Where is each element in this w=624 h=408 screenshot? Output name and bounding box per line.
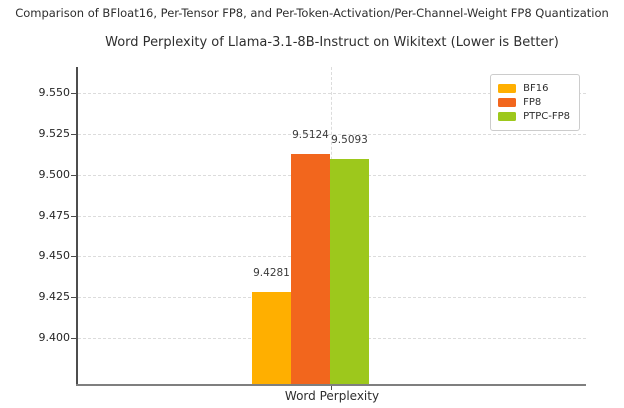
gridline-horizontal — [78, 133, 586, 135]
chart-title: Word Perplexity of Llama-3.1-8B-Instruct… — [105, 35, 559, 50]
legend: BF16 FP8 PTPC-FP8 — [490, 74, 580, 131]
y-tick-label: 9.425 — [38, 290, 71, 304]
y-tick-mark — [71, 256, 77, 258]
figure-suptitle: Comparison of BFloat16, Per-Tensor FP8, … — [15, 6, 609, 20]
bar-fp8 — [291, 154, 330, 384]
legend-swatch-ptpc-fp8 — [498, 112, 517, 121]
x-tick-mark — [331, 386, 332, 390]
legend-item-ptpc-fp8: PTPC-FP8 — [498, 110, 570, 123]
y-tick-mark — [71, 92, 77, 94]
x-axis-label: Word Perplexity — [284, 389, 380, 403]
y-tick-mark — [71, 133, 77, 135]
legend-label: BF16 — [523, 83, 549, 94]
plot-area: 9.4281 9.5124 9.5093 BF16 FP8 PTPC-FP8 — [78, 67, 586, 384]
y-tick-mark — [71, 215, 77, 217]
y-tick-label: 9.550 — [38, 85, 71, 99]
bar-value-label-bf16: 9.4281 — [253, 267, 290, 280]
bar-value-label-fp8: 9.5124 — [292, 129, 329, 142]
y-tick-mark — [71, 338, 77, 340]
legend-swatch-fp8 — [498, 98, 517, 107]
gridline-horizontal — [78, 92, 586, 94]
y-tick-mark — [71, 297, 77, 299]
bar-ptpc-fp8 — [330, 159, 369, 384]
y-tick-label: 9.525 — [38, 126, 71, 140]
y-tick-label: 9.400 — [38, 331, 71, 345]
bar-bf16 — [252, 292, 291, 384]
legend-label: FP8 — [523, 97, 542, 108]
legend-label: PTPC-FP8 — [523, 111, 570, 122]
legend-item-fp8: FP8 — [498, 96, 570, 109]
y-tick-mark — [71, 174, 77, 176]
x-axis-spine — [76, 384, 586, 386]
y-axis-spine — [76, 67, 78, 386]
bar-value-label-ptpc-fp8: 9.5093 — [331, 134, 368, 147]
y-tick-label: 9.450 — [38, 249, 71, 263]
legend-swatch-bf16 — [498, 84, 517, 93]
legend-item-bf16: BF16 — [498, 82, 570, 95]
y-tick-label: 9.475 — [38, 208, 71, 222]
legend-items: BF16 FP8 PTPC-FP8 — [498, 82, 570, 123]
y-tick-label: 9.500 — [38, 167, 71, 181]
